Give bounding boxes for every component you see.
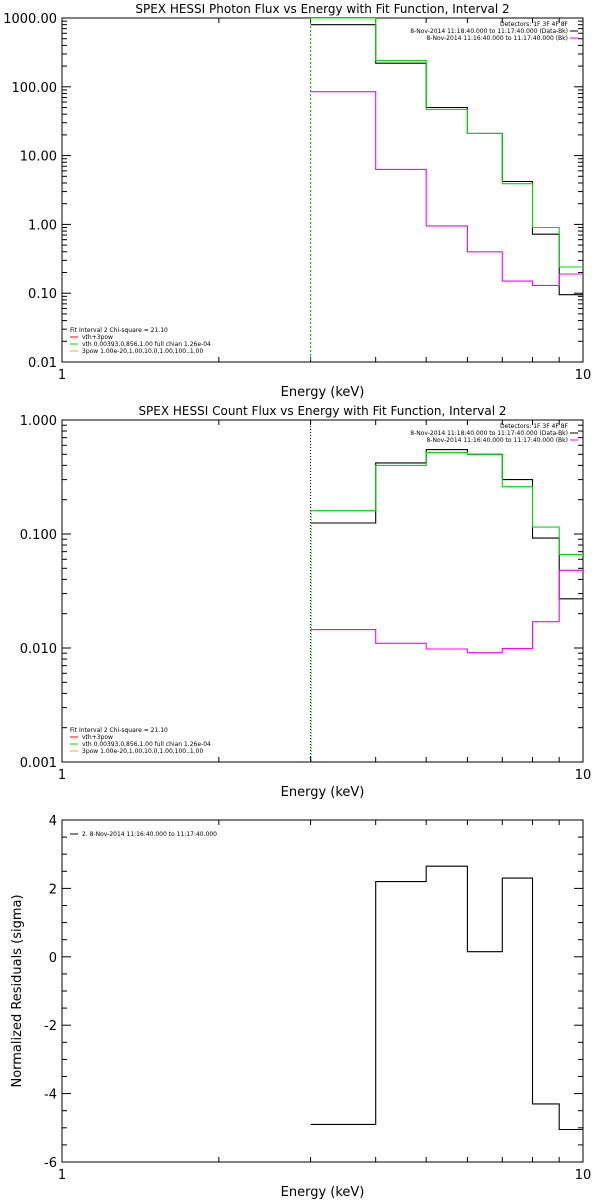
series-line-2 — [310, 91, 583, 286]
y-tick-label: 1.00 — [28, 218, 57, 233]
plot-frame — [61, 819, 584, 1163]
series-line-1 — [310, 451, 583, 556]
plot-frame — [61, 17, 584, 363]
y-tick-label: 4 — [49, 814, 57, 829]
legend-text: vth 0.00393,0.856,1.00 full chian 1.26e-… — [82, 341, 211, 348]
x-axis-ticks — [61, 820, 584, 1162]
legend-text: 8-Nov-2014 11:16:40.000 to 11:17:40.000 … — [426, 437, 568, 444]
x-axis-title: Energy (keV) — [281, 785, 365, 800]
x-axis-ticks — [61, 420, 584, 762]
legend-text: 8-Nov-2014 11:18:40.000 to 11:17:40.000 … — [410, 430, 568, 437]
photon-flux-panel: SPEX HESSI Photon Flux vs Energy with Fi… — [3, 2, 591, 400]
x-tick-label: 1 — [58, 368, 66, 383]
x-axis-ticks — [61, 18, 584, 362]
legend-text: 3pow 1.00e-20,1.00,10.0,1.00,100.,1.00 — [82, 748, 203, 755]
y-tick-label: 10.00 — [20, 150, 57, 165]
legend-text: 2. 8-Nov-2014 11:16:40.000 to 11:17:40.0… — [82, 831, 217, 838]
y-tick-label: 0.100 — [20, 528, 57, 543]
legend-text: Fit Interval 2 Chi-square = 21.10 — [70, 727, 168, 734]
data-series-group — [310, 18, 583, 296]
legend-bottom-left: Fit Interval 2 Chi-square = 21.10vth+3po… — [70, 727, 211, 755]
x-tick-label: 1 — [58, 768, 66, 783]
legend-text: 3pow 1.00e-20,1.00,10.0,1.00,100.,1.00 — [82, 348, 203, 355]
y-axis-ticks — [62, 419, 583, 763]
residuals-panel: 1 10 -6 -4 -2 0 2 4 Energy (keV) Normalized Resid… — [10, 814, 591, 1200]
data-series-group — [310, 865, 583, 1131]
y-tick-label: 0.10 — [28, 287, 57, 302]
series-line-2 — [310, 569, 583, 654]
chart-title: SPEX HESSI Photon Flux vs Energy with Fi… — [135, 2, 509, 16]
x-tick-label: 10 — [575, 368, 592, 383]
chart-title: SPEX HESSI Count Flux vs Energy with Fit… — [138, 404, 506, 418]
legend-text: 8-Nov-2014 11:16:40.000 to 11:17:40.000 … — [426, 35, 568, 42]
y-tick-label: 0.010 — [20, 642, 57, 657]
y-tick-label: 0.001 — [20, 756, 57, 771]
legend-text: vth 0.00393,0.856,1.00 full chian 1.26e-… — [82, 741, 211, 748]
count-flux-panel: SPEX HESSI Count Flux vs Energy with Fit… — [20, 404, 591, 800]
y-tick-label: 1.000 — [20, 414, 57, 429]
series-line-1 — [310, 18, 583, 268]
legend-top-right: Detectors: 1F 3F 4F 8F8-Nov-2014 11:18:4… — [410, 423, 578, 444]
y-tick-label: -6 — [44, 1156, 57, 1171]
y-tick-label: 100.00 — [12, 81, 58, 96]
series-line-0 — [310, 24, 583, 296]
legend-text: 8-Nov-2014 11:18:40.000 to 11:17:40.000 … — [410, 28, 568, 35]
y-axis-ticks — [62, 17, 583, 363]
y-tick-label: -2 — [44, 1019, 57, 1034]
y-axis-title: Normalized Residuals (sigma) — [10, 894, 25, 1087]
x-tick-label: 10 — [575, 1168, 592, 1183]
y-tick-label: 1000.00 — [3, 12, 57, 27]
series-line-0 — [310, 865, 583, 1131]
y-tick-label: 0 — [49, 951, 57, 966]
legend-bottom-left: Fit Interval 2 Chi-square = 21.10vth+3po… — [70, 327, 211, 355]
legend-top-left: 2. 8-Nov-2014 11:16:40.000 to 11:17:40.0… — [70, 831, 217, 838]
y-tick-label: 2 — [49, 882, 57, 897]
legend-text: Detectors: 1F 3F 4F 8F — [500, 423, 569, 430]
legend-top-right: Detectors: 1F 3F 4F 8F8-Nov-2014 11:18:4… — [410, 21, 578, 42]
x-axis-title: Energy (keV) — [281, 1185, 365, 1200]
legend-text: Detectors: 1F 3F 4F 8F — [500, 21, 569, 28]
x-axis-title: Energy (keV) — [281, 385, 365, 400]
y-axis-ticks — [62, 819, 583, 1163]
legend-text: vth+3pow — [82, 334, 113, 341]
x-tick-label: 10 — [575, 768, 592, 783]
legend-text: vth+3pow — [82, 734, 113, 741]
series-line-0 — [310, 449, 583, 600]
x-tick-label: 1 — [58, 1168, 66, 1183]
y-tick-label: 0.01 — [28, 356, 57, 371]
y-tick-label: -4 — [44, 1088, 57, 1103]
legend-text: Fit Interval 2 Chi-square = 21.10 — [70, 327, 168, 334]
plot-frame — [61, 419, 584, 763]
data-series-group — [310, 449, 583, 654]
